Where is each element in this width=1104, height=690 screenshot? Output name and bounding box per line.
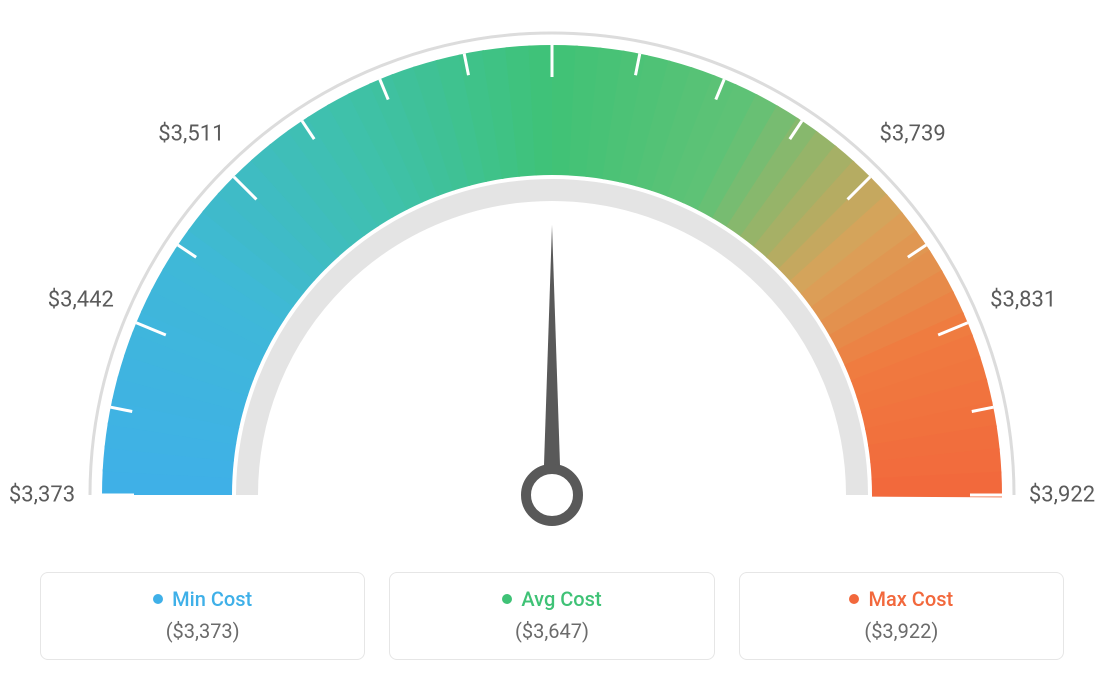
gauge-tick-label: $3,511: [158, 122, 224, 147]
max-cost-dot: [849, 594, 859, 604]
min-cost-title: Min Cost: [153, 587, 252, 611]
avg-cost-value: ($3,647): [390, 619, 713, 643]
chart-container: $3,373$3,442$3,511$3,647$3,739$3,831$3,9…: [0, 0, 1104, 690]
gauge-tick-label: $3,739: [880, 122, 946, 147]
min-cost-card: Min Cost ($3,373): [40, 572, 365, 660]
avg-cost-title: Avg Cost: [502, 587, 601, 611]
max-cost-value: ($3,922): [740, 619, 1063, 643]
gauge-tick-label: $3,442: [48, 287, 114, 312]
gauge-chart: $3,373$3,442$3,511$3,647$3,739$3,831$3,9…: [0, 0, 1104, 560]
gauge-svg: [0, 0, 1104, 560]
gauge-tick-label: $3,831: [990, 287, 1056, 312]
max-cost-card: Max Cost ($3,922): [739, 572, 1064, 660]
avg-cost-dot: [502, 594, 512, 604]
max-cost-title: Max Cost: [849, 587, 953, 611]
avg-cost-card: Avg Cost ($3,647): [389, 572, 714, 660]
avg-cost-label: Avg Cost: [521, 587, 601, 611]
min-cost-value: ($3,373): [41, 619, 364, 643]
max-cost-label: Max Cost: [868, 587, 953, 611]
gauge-tick-label: $3,922: [1029, 483, 1095, 508]
min-cost-dot: [153, 594, 163, 604]
gauge-tick-label: $3,373: [9, 483, 75, 508]
summary-cards: Min Cost ($3,373) Avg Cost ($3,647) Max …: [40, 572, 1064, 660]
min-cost-label: Min Cost: [172, 587, 252, 611]
